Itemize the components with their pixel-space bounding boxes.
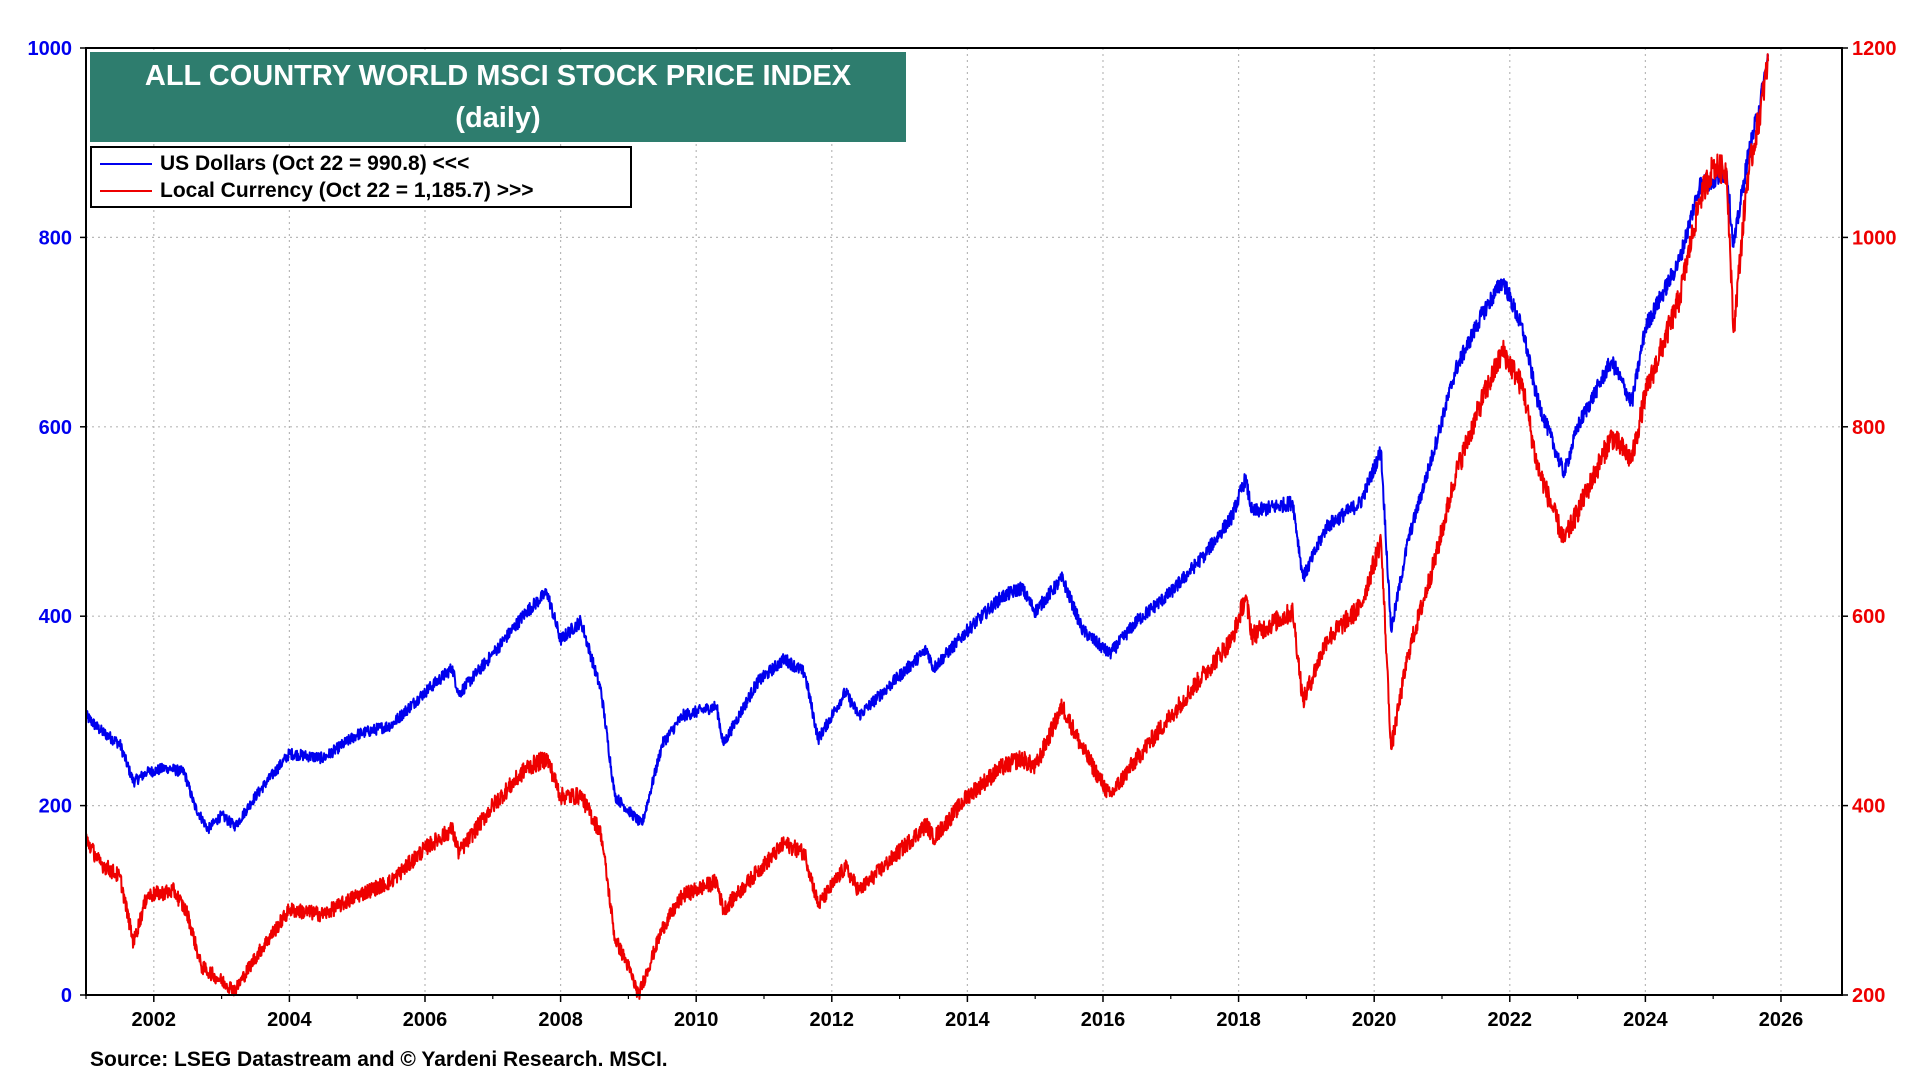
x-tick-label: 2016 — [1081, 1009, 1126, 1031]
right-tick-label: 800 — [1852, 417, 1885, 439]
chart-subtitle: (daily) — [455, 102, 541, 134]
series-line-local — [85, 53, 1770, 1000]
legend-label-usd: US Dollars (Oct 22 = 990.8) <<< — [160, 152, 470, 175]
chart-title: ALL COUNTRY WORLD MSCI STOCK PRICE INDEX — [144, 60, 852, 92]
left-tick-label: 200 — [39, 796, 72, 818]
left-tick-label: 400 — [39, 606, 72, 628]
x-tick-label: 2024 — [1623, 1009, 1668, 1031]
right-tick-label: 600 — [1852, 606, 1885, 628]
series-line-usd — [85, 53, 1770, 835]
right-tick-label: 200 — [1852, 985, 1885, 1007]
left-tick-label: 1000 — [28, 38, 73, 60]
source-note: Source: LSEG Datastream and © Yardeni Re… — [90, 1048, 668, 1071]
axes: 0 200 400 600 800 1000 200 400 600 800 1000 1200 200… — [28, 38, 1897, 1031]
series-layer — [85, 53, 1770, 1000]
right-tick-label: 1000 — [1852, 227, 1897, 249]
legend-item-local: Local Currency (Oct 22 = 1,185.7) >>> — [100, 178, 534, 204]
x-tick-label: 2010 — [674, 1009, 719, 1031]
x-tick-label: 2008 — [538, 1009, 583, 1031]
x-tick-label: 2012 — [810, 1009, 855, 1031]
x-tick-label: 2018 — [1216, 1009, 1261, 1031]
legend-label-local: Local Currency (Oct 22 = 1,185.7) >>> — [160, 179, 534, 202]
left-tick-label: 800 — [39, 227, 72, 249]
x-tick-label: 2002 — [132, 1009, 177, 1031]
left-tick-label: 0 — [61, 985, 72, 1007]
legend: US Dollars (Oct 22 = 990.8) <<< Local Cu… — [90, 146, 632, 208]
chart-title-box: ALL COUNTRY WORLD MSCI STOCK PRICE INDEX… — [90, 52, 906, 142]
left-tick-label: 600 — [39, 417, 72, 439]
x-tick-label: 2026 — [1759, 1009, 1804, 1031]
right-tick-label: 1200 — [1852, 38, 1897, 60]
x-tick-label: 2004 — [267, 1009, 312, 1031]
x-tick-label: 2022 — [1488, 1009, 1533, 1031]
plot-frame — [85, 47, 1843, 996]
legend-item-usd: US Dollars (Oct 22 = 990.8) <<< — [100, 151, 469, 177]
legend-swatch-local — [100, 190, 152, 193]
x-tick-label: 2014 — [945, 1009, 990, 1031]
x-tick-label: 2006 — [403, 1009, 448, 1031]
x-tick-label: 2020 — [1352, 1009, 1397, 1031]
legend-swatch-usd — [100, 163, 152, 166]
right-tick-label: 400 — [1852, 796, 1885, 818]
